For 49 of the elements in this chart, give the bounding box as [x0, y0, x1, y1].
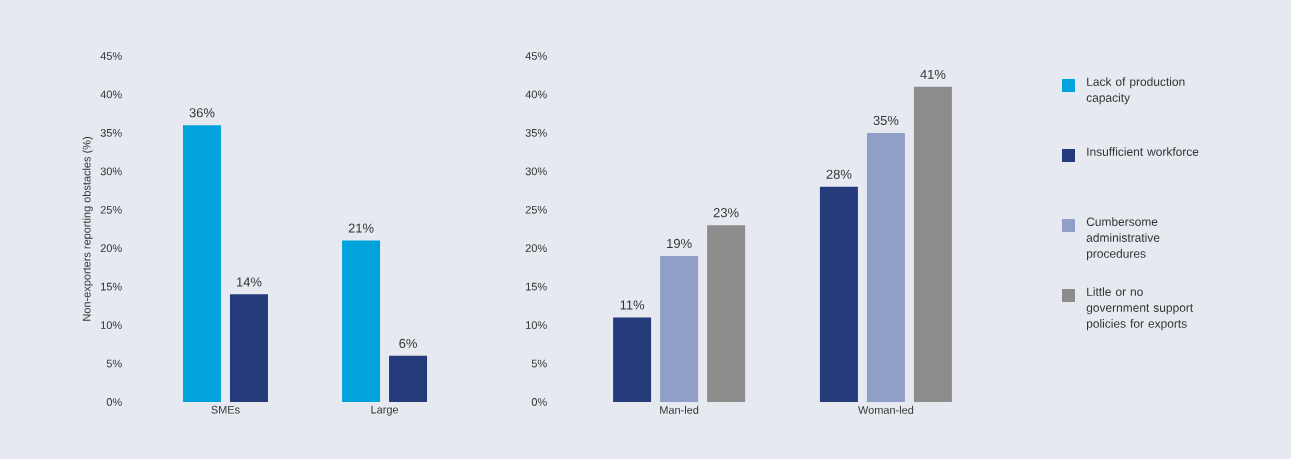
x-tick-label: Man-led [660, 405, 699, 414]
bar [866, 132, 905, 402]
y-tick-label: 40% [525, 90, 547, 99]
y-tick-label: 15% [526, 282, 547, 291]
legend-label: Little or no government support policies for exports [1086, 287, 1194, 331]
data-label: 14% [236, 277, 262, 287]
y-tick-label: 35% [525, 129, 547, 137]
y-tick-label: 20% [525, 244, 547, 253]
legend-label: Cumbersome administrative procedures [1086, 217, 1160, 261]
data-label: 23% [713, 208, 739, 218]
x-tick-label: Large [371, 405, 399, 416]
y-axis-title: Non-exporters reporting obstacles (%) [82, 137, 93, 321]
bar [342, 240, 381, 402]
y-tick-label: 20% [100, 244, 122, 253]
y-tick-label: 25% [100, 205, 122, 214]
y-tick-label: 25% [525, 205, 547, 214]
y-tick-label: 30% [100, 167, 122, 176]
bar [229, 294, 268, 402]
data-label: 21% [348, 223, 374, 233]
bar [389, 355, 428, 402]
bar [707, 225, 746, 402]
data-label: 19% [667, 238, 692, 249]
y-tick-label: 10% [101, 321, 122, 329]
y-tick-label: 5% [531, 359, 547, 368]
data-label: 28% [826, 169, 852, 179]
legend-label: Lack of production capacity [1086, 77, 1185, 105]
bar [819, 186, 858, 402]
y-tick-label: 0% [531, 398, 547, 406]
bar [660, 255, 699, 402]
x-tick-label: SMEs [211, 405, 240, 414]
y-tick-label: 10% [526, 321, 547, 329]
data-label: 36% [189, 108, 215, 118]
bar [182, 125, 221, 402]
legend-label: Insufficient workforce [1087, 147, 1199, 156]
data-label: 11% [620, 300, 645, 310]
y-tick-label: 30% [525, 167, 547, 176]
y-tick-label: 45% [100, 52, 122, 60]
y-tick-label: 45% [525, 52, 547, 60]
data-label: 6% [399, 338, 417, 348]
data-label: 35% [873, 115, 899, 126]
y-tick-label: 35% [100, 129, 122, 137]
data-label: 41% [920, 69, 946, 79]
y-tick-label: 0% [106, 398, 122, 406]
y-tick-label: 5% [106, 359, 122, 368]
x-tick-label: Woman-led [858, 405, 914, 414]
y-tick-label: 40% [100, 90, 122, 99]
bar [913, 86, 952, 402]
y-tick-label: 15% [101, 282, 122, 291]
bar [613, 317, 652, 402]
